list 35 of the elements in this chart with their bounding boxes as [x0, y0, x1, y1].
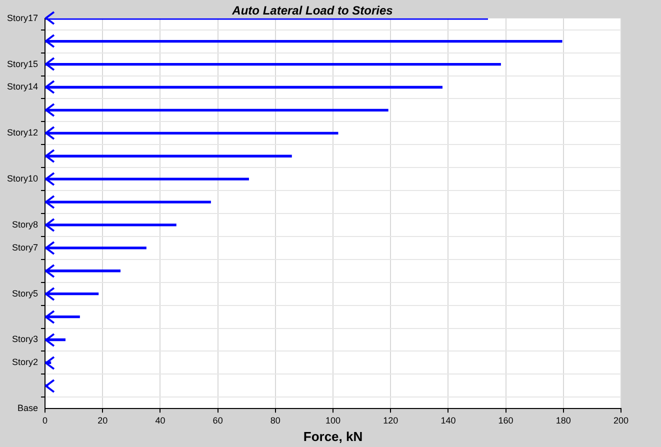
- x-tick-label: 180: [556, 415, 571, 426]
- x-tick-label: 200: [613, 415, 629, 426]
- y-tick-label: Story14: [6, 82, 38, 92]
- x-tick-label: 40: [155, 415, 166, 426]
- y-tick-label: Story3: [12, 334, 38, 344]
- bar: [45, 154, 292, 158]
- x-tick-label: 80: [270, 415, 280, 426]
- y-tick-label: Story15: [6, 58, 38, 69]
- y-tick-label: Story17: [6, 12, 38, 23]
- bar: [45, 86, 442, 89]
- x-tick-label: 100: [325, 415, 341, 426]
- bar: [45, 108, 388, 112]
- x-tick-label: 140: [440, 415, 456, 426]
- bar: [45, 40, 562, 43]
- y-tick-label: Story2: [12, 357, 38, 368]
- y-tick-label: Story8: [12, 219, 38, 230]
- x-tick-label: 60: [212, 415, 223, 426]
- x-tick-label: 20: [98, 415, 108, 426]
- x-tick-label: 120: [383, 415, 398, 426]
- x-tick-label: 0: [42, 415, 48, 426]
- bar: [45, 200, 211, 204]
- y-tick-label: Story12: [6, 128, 38, 138]
- chart-title: Auto Lateral Load to Stories: [231, 4, 394, 18]
- x-tick-label: 160: [498, 415, 514, 426]
- bar: [45, 62, 501, 66]
- y-tick-label: Story10: [6, 174, 38, 184]
- bar: [45, 132, 338, 134]
- x-axis-title: Force, kN: [303, 428, 363, 444]
- bar: [45, 246, 146, 250]
- bar: [45, 270, 121, 272]
- bar: [45, 178, 249, 180]
- y-tick-label: Story5: [12, 288, 38, 298]
- bar: [45, 224, 176, 226]
- y-tick-label: Story7: [12, 242, 38, 252]
- y-tick-label: Base: [18, 403, 38, 414]
